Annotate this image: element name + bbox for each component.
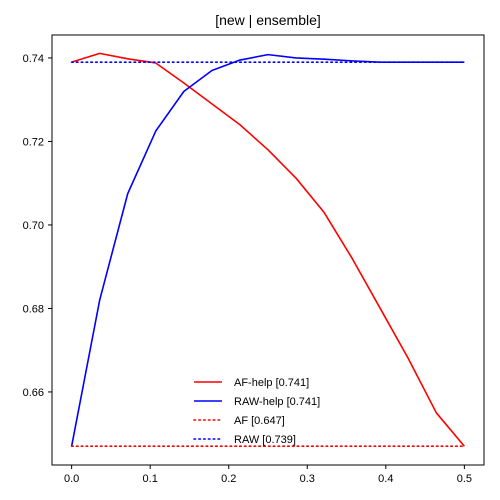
series-line-af-help	[71, 52, 465, 447]
plot-area	[70, 52, 466, 448]
axes-frame	[51, 34, 485, 466]
x-tick-label: 0.3	[300, 473, 315, 485]
y-tick-label: 0.72	[23, 136, 44, 148]
legend-label: AF [0.647]	[234, 415, 285, 427]
chart-title: [new | ensemble]	[215, 12, 321, 28]
x-axis: 0.0 0.1 0.2 0.3 0.4 0.5	[64, 465, 472, 485]
y-tick-label: 0.68	[23, 303, 44, 315]
y-tick-label: 0.74	[23, 53, 44, 65]
legend-label: RAW-help [0.741]	[234, 396, 320, 408]
y-axis: 0.66 0.68 0.70 0.72 0.74	[23, 53, 52, 399]
x-tick-label: 0.1	[143, 473, 158, 485]
legend: AF-help [0.741] RAW-help [0.741] AF [0.647…	[193, 377, 320, 446]
x-tick-label: 0.4	[378, 473, 393, 485]
x-tick-label: 0.5	[457, 473, 472, 485]
legend-label: RAW [0.739]	[234, 434, 296, 446]
x-tick-label: 0.2	[221, 473, 236, 485]
x-tick-label: 0.0	[64, 473, 79, 485]
y-tick-label: 0.70	[23, 220, 44, 232]
y-tick-label: 0.66	[23, 387, 44, 399]
legend-label: AF-help [0.741]	[234, 377, 309, 389]
